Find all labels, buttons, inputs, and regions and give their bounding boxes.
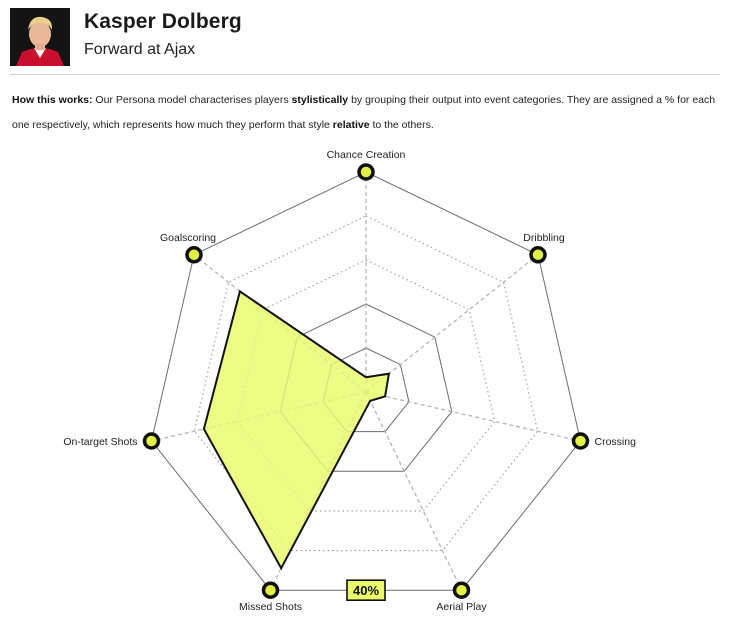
axis-marker-aerial-play [452,581,471,599]
player-role: Forward at Ajax [84,41,196,58]
highlight-badge-label: 40% [353,583,379,598]
axis-label-chance-creation: Chance Creation [327,149,406,161]
player-avatar [10,8,70,66]
axis-label-missed-shots: Missed Shots [239,601,302,613]
axis-marker-on-target-shots [142,432,161,450]
explainer-lead: How this works: [12,94,93,106]
header-divider [10,74,720,75]
player-photo-icon [10,8,70,66]
highlight-badge: 40% [346,579,386,602]
axis-marker-dribbling [529,246,547,264]
axis-label-on-target-shots: On-target Shots [63,436,137,448]
player-header: Kasper Dolberg Forward at Ajax [10,8,242,66]
highlight-badge-box [346,579,386,602]
explainer-part-3: to the others. [369,119,434,131]
axis-marker-goalscoring [185,246,203,264]
persona-data-area [202,289,391,571]
player-name: Kasper Dolberg [84,10,242,33]
explainer-bold-stylistically: stylistically [291,94,349,106]
axis-marker-crossing [571,432,590,450]
explainer-bold-relative: relative [332,119,370,131]
axis-label-aerial-play: Aerial Play [436,601,487,613]
explainer-text: How this works: Our Persona model charac… [12,88,720,138]
axis-marker-missed-shots [261,581,280,599]
grid-spoke [365,391,463,591]
axis-marker-chance-creation [357,163,375,181]
axis-label-crossing: Crossing [595,436,637,448]
axis-label-goalscoring: Goalscoring [160,232,216,244]
explainer-part-1: Our Persona model characterises players [92,94,292,106]
grid-spoke [365,391,581,442]
explainer-part-2: by grouping their output into event cate… [12,94,716,131]
grid-ring-3 [236,259,496,512]
axis-label-dribbling: Dribbling [523,232,565,244]
grid-spoke [365,254,539,393]
